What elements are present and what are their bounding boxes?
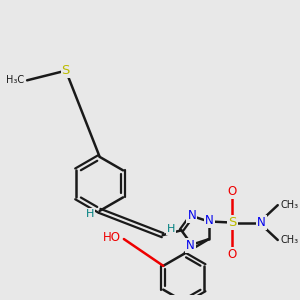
Text: CH₃: CH₃ [280, 235, 299, 245]
Text: S: S [61, 64, 70, 77]
Text: H: H [167, 224, 175, 234]
Text: CH₃: CH₃ [280, 200, 299, 210]
Text: H₃C: H₃C [6, 75, 24, 85]
Text: S: S [228, 216, 236, 229]
Text: O: O [228, 248, 237, 261]
Text: H: H [86, 209, 94, 219]
Text: HO: HO [103, 231, 121, 244]
Text: N: N [186, 239, 195, 252]
Text: N: N [188, 208, 196, 222]
Text: O: O [228, 185, 237, 198]
Text: N: N [205, 214, 214, 227]
Text: N: N [257, 216, 266, 229]
